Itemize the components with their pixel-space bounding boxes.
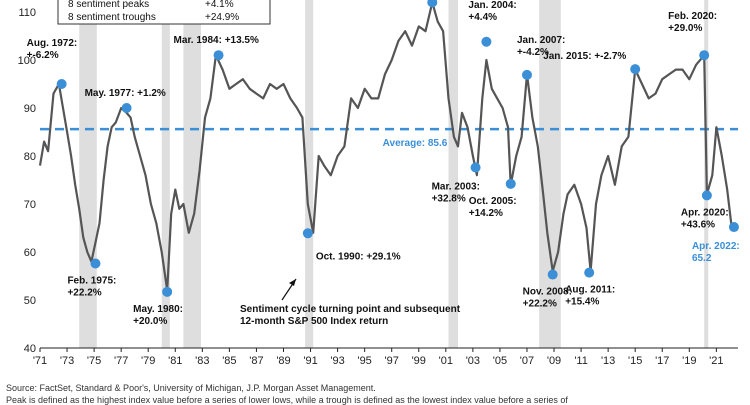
legend-row-label: 8 sentiment troughs [68, 12, 156, 23]
turning-point-label: Jan. 2015: +-2.7% [543, 51, 626, 62]
sentiment-series-line [38, 1, 735, 292]
average-label: Average: 85.6 [383, 138, 448, 149]
x-tick-label: '09 [547, 355, 561, 367]
turning-point-return: +43.6% [681, 219, 715, 230]
x-tick-label: '89 [276, 355, 290, 367]
legend-row-value: +24.9% [205, 12, 239, 23]
turning-point-label: Jan. 2007: [517, 35, 565, 46]
y-tick-label: 40 [24, 343, 36, 355]
x-tick-label: '07 [520, 355, 534, 367]
x-tick-label: '03 [466, 355, 480, 367]
x-tick-label: '73 [60, 355, 74, 367]
annotation-line-1: Sentiment cycle turning point and subseq… [240, 304, 461, 315]
annotation-arrow-head [289, 279, 296, 286]
turning-point-label: Mar. 2003: [432, 182, 480, 193]
turning-point-marker [728, 222, 739, 233]
turning-point-marker [162, 286, 173, 297]
turning-point-marker [505, 178, 516, 189]
turning-point-label: Jan. 2004: [468, 0, 516, 11]
legend-row-value: +4.1% [205, 0, 234, 10]
x-tick-label: '81 [168, 355, 182, 367]
turning-point-marker [701, 190, 712, 201]
turning-point-label: Nov. 2008: [523, 287, 572, 298]
turning-point-label: May. 1977: +1.2% [85, 88, 166, 99]
y-tick-label: 70 [24, 199, 36, 211]
source-note: Source: FactSet, Standard & Poor's, Univ… [6, 383, 376, 393]
x-tick-label: '95 [357, 355, 371, 367]
turning-point-marker [699, 50, 710, 61]
x-tick-label: '85 [222, 355, 236, 367]
x-tick-label: '91 [303, 355, 317, 367]
turning-point-marker [481, 36, 492, 47]
recession-bar [305, 0, 314, 348]
turning-point-marker [213, 50, 224, 61]
turning-point-marker [121, 103, 132, 113]
turning-point-return: +14.2% [469, 208, 503, 219]
x-tick-label: '77 [114, 355, 128, 367]
turning-point-return: 65.2 [692, 253, 712, 264]
turning-point-label: Aug. 1972: [27, 38, 78, 49]
x-tick-label: '19 [682, 355, 696, 367]
turning-point-return: +22.2% [67, 288, 101, 299]
y-tick-label: 100 [18, 55, 36, 67]
turning-point-return: +32.8% [432, 194, 466, 205]
y-tick-label: 90 [24, 103, 36, 115]
turning-point-label: May. 1980: [133, 304, 183, 315]
turning-point-label: Feb. 2020: [668, 11, 717, 22]
turning-point-return: +-4.2% [517, 47, 549, 58]
recession-bar [448, 0, 458, 348]
x-tick-label: '93 [330, 355, 344, 367]
x-tick-label: '71 [33, 355, 47, 367]
legend-row-label: 8 sentiment peaks [68, 0, 149, 10]
turning-point-return: +-6.2% [27, 50, 59, 61]
recession-bar [183, 0, 201, 348]
x-tick-label: '87 [249, 355, 263, 367]
turning-point-marker [90, 258, 101, 269]
turning-point-marker [470, 162, 481, 173]
turning-point-return: +29.0% [668, 23, 702, 34]
x-tick-label: '05 [493, 355, 507, 367]
annotation-line-2: 12-month S&P 500 Index return [240, 316, 388, 327]
x-tick-label: '75 [87, 355, 101, 367]
turning-point-label: Oct. 1990: +29.1% [316, 251, 401, 262]
turning-point-marker [547, 269, 558, 280]
x-tick-label: '17 [655, 355, 669, 367]
y-tick-label: 50 [24, 295, 36, 307]
x-tick-label: '97 [385, 355, 399, 367]
recession-bar [161, 0, 170, 348]
turning-point-marker [302, 228, 313, 239]
y-tick-label: 80 [24, 151, 36, 163]
turning-point-marker [584, 267, 595, 278]
x-tick-label: '83 [195, 355, 209, 367]
turning-point-marker [56, 79, 67, 89]
turning-point-label: Mar. 1984: +13.5% [174, 35, 259, 46]
turning-point-marker [427, 0, 438, 8]
x-tick-label: '01 [439, 355, 453, 367]
legend-box [57, 0, 271, 25]
definition-note: Peak is defined as the highest index val… [6, 395, 568, 405]
turning-point-marker [630, 64, 641, 75]
y-tick-label: 60 [24, 247, 36, 259]
turning-point-label: Apr. 2020: [681, 207, 729, 218]
x-tick-label: '11 [574, 355, 588, 367]
x-tick-label: '15 [628, 355, 642, 367]
turning-point-return: +20.0% [133, 316, 167, 327]
turning-point-return: +4.4% [468, 12, 497, 23]
turning-point-label: Oct. 2005: [469, 196, 517, 207]
y-tick-label: 110 [18, 7, 36, 19]
x-tick-label: '79 [141, 355, 155, 367]
turning-point-label: Feb. 1975: [67, 276, 116, 287]
turning-point-return: +22.2% [523, 299, 557, 310]
turning-point-label: Apr. 2022: [692, 241, 740, 252]
x-tick-label: '99 [412, 355, 426, 367]
turning-point-label: Aug. 2011: [565, 285, 615, 296]
x-tick-label: '21 [709, 355, 723, 367]
x-tick-label: '13 [601, 355, 615, 367]
turning-point-marker [521, 69, 532, 80]
turning-point-return: +15.4% [565, 297, 599, 308]
